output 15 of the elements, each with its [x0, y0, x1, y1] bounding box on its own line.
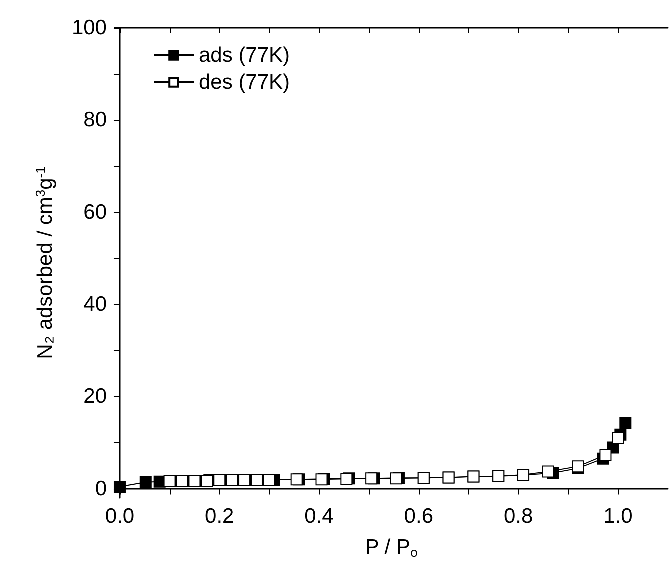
- y-axis-title: N₂ adsorbed / cm3g-1: [33, 166, 57, 360]
- legend-label: des (77K): [199, 71, 290, 94]
- x-tick-label: 0.0: [105, 505, 135, 528]
- y-tick-label: 100: [72, 16, 107, 40]
- y-tick-label: 20: [84, 385, 107, 408]
- legend-label: ads (77K): [199, 44, 290, 67]
- y-tick-label: 60: [84, 200, 107, 224]
- y-tick-label: 40: [84, 292, 107, 316]
- x-tick-label: 1.0: [604, 505, 633, 528]
- x-tick-label: 0.8: [504, 505, 534, 528]
- x-tick-label: 0.6: [404, 505, 434, 528]
- x-tick-label: 0.2: [205, 505, 234, 528]
- x-tick-label: 0.4: [304, 505, 334, 528]
- y-tick-label: 80: [84, 108, 107, 132]
- y-tick-label: 0: [95, 477, 107, 500]
